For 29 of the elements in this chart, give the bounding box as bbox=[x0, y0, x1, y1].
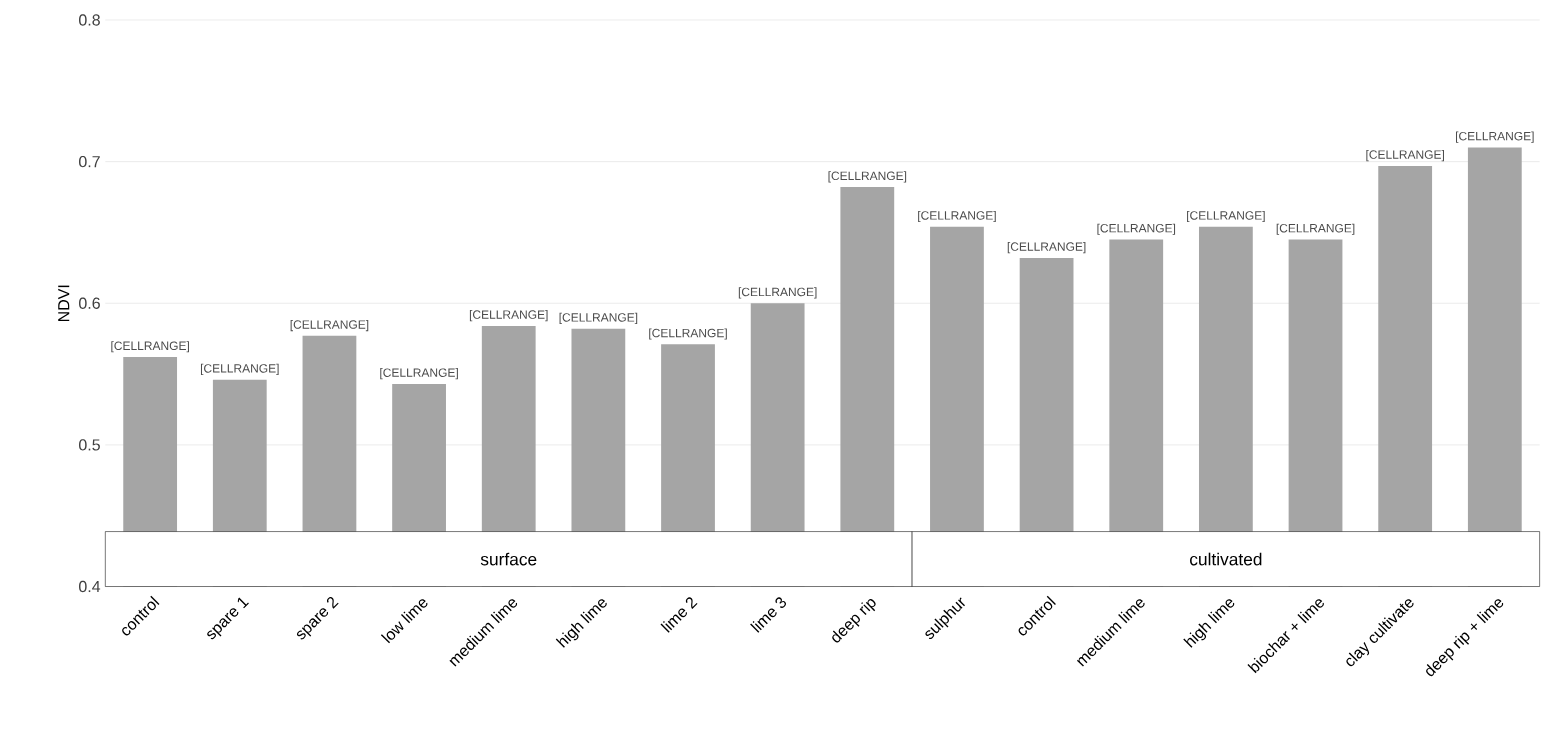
data-label: [CELLRANGE] bbox=[290, 320, 369, 332]
data-label: [CELLRANGE] bbox=[200, 363, 279, 376]
x-tick-label: high lime bbox=[1183, 599, 1235, 648]
data-label: [CELLRANGE] bbox=[738, 287, 817, 299]
y-tick-label: 0.7 bbox=[79, 156, 100, 168]
data-label: [CELLRANGE] bbox=[1097, 223, 1176, 235]
data-label: [CELLRANGE] bbox=[649, 328, 727, 340]
data-label: [CELLRANGE] bbox=[1456, 131, 1534, 143]
y-axis-title: NDVI bbox=[58, 285, 70, 322]
annotation: cultivated bbox=[1190, 552, 1262, 566]
y-tick-label: 0.5 bbox=[79, 439, 100, 451]
x-tick-label: lime 2 bbox=[660, 597, 698, 633]
data-label: [CELLRANGE] bbox=[828, 171, 907, 183]
data-label: [CELLRANGE] bbox=[469, 310, 548, 322]
y-tick-label: 0.6 bbox=[79, 297, 100, 309]
data-label: [CELLRANGE] bbox=[918, 210, 996, 223]
data-label: [CELLRANGE] bbox=[1366, 150, 1444, 162]
data-label: [CELLRANGE] bbox=[559, 312, 638, 325]
data-label: [CELLRANGE] bbox=[380, 368, 458, 380]
data-label: [CELLRANGE] bbox=[111, 341, 189, 353]
y-tick-label: 0.8 bbox=[79, 14, 100, 26]
annotation: surface bbox=[480, 552, 537, 566]
y-tick-label: 0.4 bbox=[79, 580, 101, 593]
data-label: [CELLRANGE] bbox=[1007, 242, 1086, 254]
data-label: [CELLRANGE] bbox=[1276, 223, 1355, 235]
x-tick-label: high lime bbox=[555, 599, 607, 648]
x-tick-label: low lime bbox=[380, 599, 428, 644]
x-tick-label: lime 3 bbox=[750, 597, 787, 633]
data-label: [CELLRANGE] bbox=[1187, 210, 1265, 223]
